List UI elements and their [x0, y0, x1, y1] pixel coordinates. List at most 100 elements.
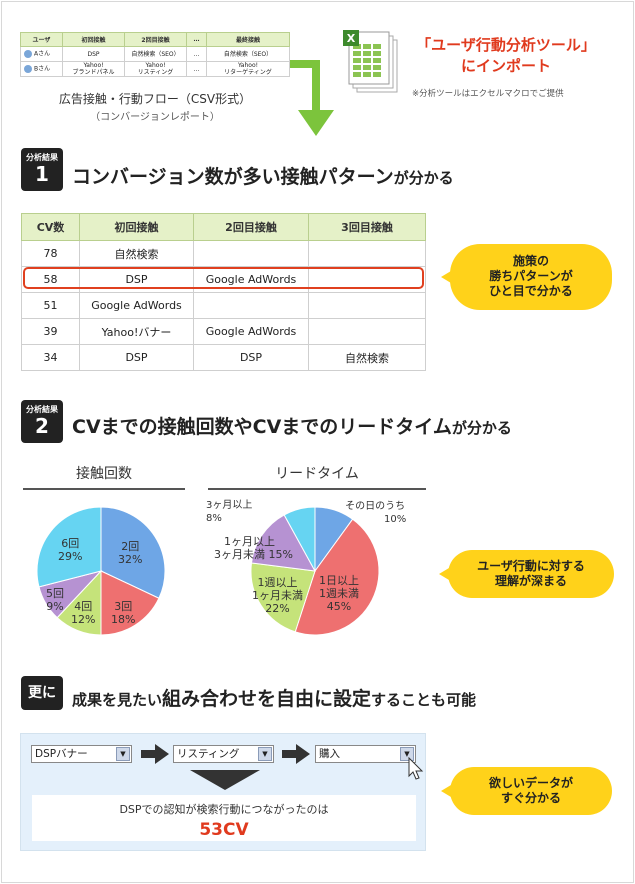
cv-count: 78 — [21, 240, 80, 267]
flow-cell: Yahoo! リスティング — [124, 61, 187, 77]
cv-col-header: 3回目接触 — [308, 213, 426, 241]
cv-cell — [308, 318, 426, 345]
analysis-badge-2: 分析結果 2 — [21, 400, 63, 443]
user-icon — [24, 65, 32, 73]
flow-cell: Yahoo! リターゲティング — [206, 61, 290, 77]
cv-cell — [193, 292, 309, 319]
section1-title: コンバージョン数が多い接触パターンが分かる — [72, 166, 454, 188]
table-row: 78 自然検索 — [21, 240, 426, 267]
cv-col-header: 2回目接触 — [193, 213, 309, 241]
section3-title: 成果を見たい組み合わせを自由に設定することも可能 — [72, 688, 477, 710]
lead-time-slice-3 — [250, 562, 316, 633]
cv-col-header: CV数 — [21, 213, 80, 241]
cv-cell: Google AdWords — [79, 292, 194, 319]
pie2-title-rule — [208, 488, 426, 490]
flow-cell-user: Aさん — [20, 46, 63, 62]
contact-count-slice-5 — [36, 506, 102, 588]
cv-cell: 自然検索 — [308, 344, 426, 371]
import-title: 「ユーザ行動分析ツール」 にインポート — [416, 36, 596, 75]
flow-caption: 広告接触・行動フロー（CSV形式） — [58, 92, 252, 106]
pie2-label-1month-3month: 1ヶ月以上 3ヶ月未満 15% — [214, 535, 293, 561]
flow-col-header: … — [186, 32, 207, 47]
contact-count-pie-chart — [36, 506, 166, 636]
lead-time-slice-4 — [250, 514, 316, 572]
contact-count-slice-1 — [100, 506, 166, 599]
lead-time-pie-chart — [250, 506, 380, 636]
table-row: 34 DSP DSP 自然検索 — [21, 344, 426, 371]
flow-cell: 自然検索（SEO） — [206, 46, 290, 62]
section2-title: CVまでの接触回数やCVまでのリードタイムが分かる — [72, 416, 512, 438]
import-note: ※分析ツールはエクセルマクロでご提供 — [412, 89, 564, 99]
flow-cell: Yahoo! ブランドパネル — [62, 61, 125, 77]
cv-cell: 自然検索 — [79, 240, 194, 267]
arrow-right-icon — [282, 744, 310, 764]
analysis-badge-1: 分析結果 1 — [21, 148, 63, 191]
callout-bubble-1: 施策の 勝ちパターンが ひと目で分かる — [441, 244, 612, 310]
flow-col-header: 最終接触 — [206, 32, 290, 47]
svg-text:X: X — [347, 32, 356, 45]
flow-cell: DSP — [62, 46, 125, 62]
select-first-touch[interactable]: DSPバナー ▼ — [31, 745, 132, 763]
pie2-label-1week-1month: 1週以上 1ヶ月未満 22% — [252, 576, 303, 615]
pie2-label-1day-1week: 1日以上 1週未満 45% — [319, 574, 359, 613]
select-conversion[interactable]: 購入 ▼ — [315, 745, 416, 763]
result-value: 53CV — [199, 820, 249, 840]
cv-cell — [308, 240, 426, 267]
table-row: 51 Google AdWords — [21, 292, 426, 319]
cv-cell — [193, 240, 309, 267]
more-badge: 更に — [21, 676, 63, 710]
cv-cell: Yahoo!バナー — [79, 318, 194, 345]
flow-cell: 自然検索（SEO） — [124, 46, 187, 62]
cv-cell — [308, 266, 426, 293]
cv-count: 34 — [21, 344, 80, 371]
cv-count: 39 — [21, 318, 80, 345]
table-row: 39 Yahoo!バナー Google AdWords — [21, 318, 426, 345]
lead-time-slice-2 — [294, 518, 380, 636]
callout-bubble-3: 欲しいデータが すぐ分かる — [441, 767, 612, 815]
select-second-touch[interactable]: リスティング ▼ — [173, 745, 274, 763]
result-box: DSPでの認知が検索行動につながったのは 53CV — [32, 795, 416, 841]
flow-col-header: ユーザ — [20, 32, 63, 47]
bent-arrow-icon — [290, 60, 334, 136]
pie1-title-rule — [23, 488, 185, 490]
cv-cell: DSP — [79, 344, 194, 371]
chevron-down-icon[interactable]: ▼ — [258, 747, 272, 761]
excel-file-icon: X — [343, 30, 398, 93]
flow-cell: … — [186, 61, 207, 77]
cv-cell — [308, 292, 426, 319]
contact-count-slice-2 — [100, 570, 160, 636]
cv-pattern-table: CV数 初回接触 2回目接触 3回目接触 78 自然検索 58 DSP Goog… — [21, 213, 426, 371]
chevron-down-icon[interactable]: ▼ — [400, 747, 414, 761]
cv-count: 51 — [21, 292, 80, 319]
cv-count: 58 — [21, 266, 80, 293]
mouse-cursor-icon — [408, 757, 424, 780]
cv-cell: Google AdWords — [193, 266, 309, 293]
table-row: Aさん DSP 自然検索（SEO） … 自然検索（SEO） — [20, 46, 290, 62]
pie1-label-4: 4回 12% — [71, 600, 96, 626]
pie1-label-5: 5回 9% — [46, 587, 64, 613]
table-row: Bさん Yahoo! ブランドパネル Yahoo! リスティング … Yahoo… — [20, 61, 290, 77]
flow-cell: … — [186, 46, 207, 62]
cv-cell: Google AdWords — [193, 318, 309, 345]
pie2-title: リードタイム — [275, 466, 359, 482]
pie2-label-same-day: その日のうち 10% — [345, 501, 407, 525]
flow-table-header: ユーザ 初回接触 2回目接触 … 最終接触 — [20, 32, 290, 47]
lead-time-slice-5 — [283, 506, 316, 572]
pie1-title: 接触回数 — [76, 466, 132, 482]
pie1-label-3: 3回 18% — [111, 600, 136, 626]
chevron-down-icon[interactable]: ▼ — [116, 747, 130, 761]
cv-table-header: CV数 初回接触 2回目接触 3回目接触 — [21, 213, 426, 241]
user-icon — [24, 50, 32, 58]
cv-cell: DSP — [193, 344, 309, 371]
result-text: DSPでの認知が検索行動につながったのは — [119, 803, 329, 816]
pie2-label-3month-plus: 3ヶ月以上 8% — [206, 500, 253, 524]
flow-col-header: 2回目接触 — [124, 32, 187, 47]
cv-cell: DSP — [79, 266, 194, 293]
down-triangle-icon — [190, 770, 260, 790]
table-row: 58 DSP Google AdWords — [21, 266, 426, 293]
pie1-label-6: 6回 29% — [58, 537, 83, 563]
cv-col-header: 初回接触 — [79, 213, 194, 241]
flow-subcaption: （コンバージョンレポート） — [90, 112, 220, 123]
arrow-right-icon — [141, 744, 169, 764]
